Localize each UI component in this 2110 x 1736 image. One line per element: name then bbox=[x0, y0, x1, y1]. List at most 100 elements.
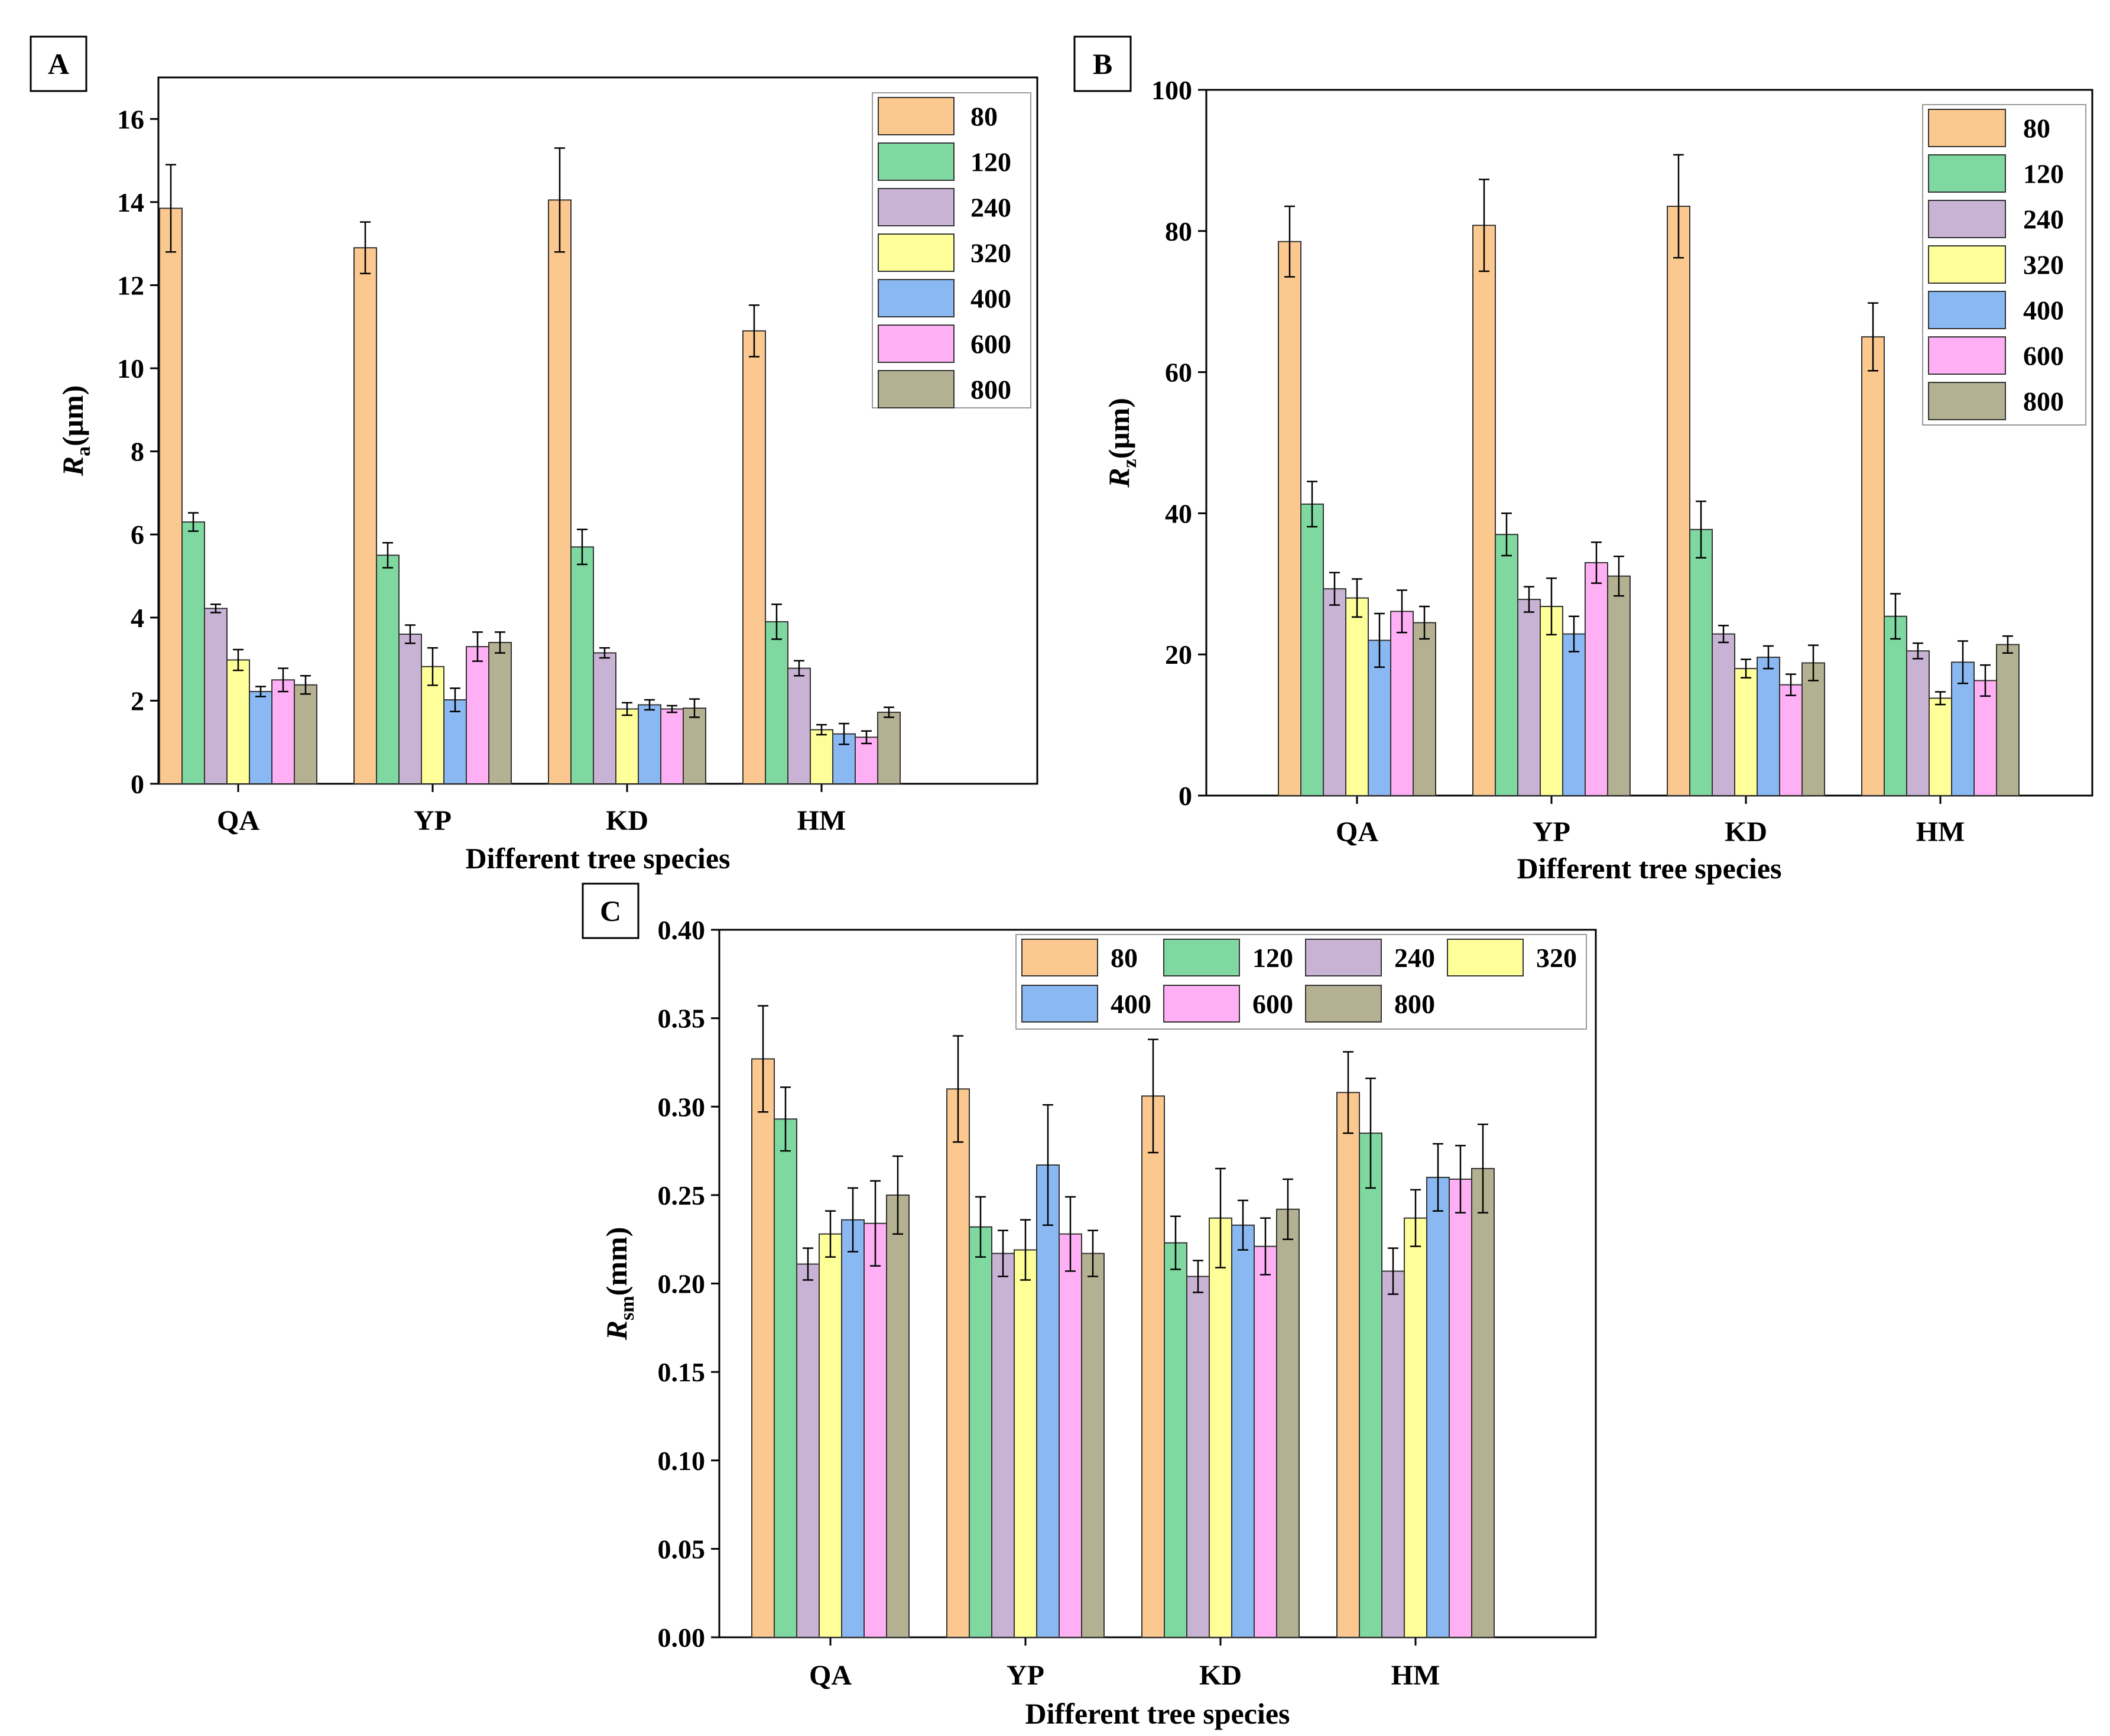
error-bar-qa-600 bbox=[278, 667, 288, 693]
bar-yp-120 bbox=[376, 554, 400, 784]
bar-hm-240 bbox=[1381, 1270, 1405, 1638]
legend-swatch bbox=[1447, 939, 1524, 976]
legend-label: 400 bbox=[2023, 296, 2064, 326]
error-bar-kd-320 bbox=[1741, 658, 1751, 679]
category-label: HM bbox=[1391, 1660, 1440, 1691]
legend-label: 240 bbox=[2023, 205, 2064, 235]
legend-label: 600 bbox=[2023, 341, 2064, 371]
legend-label: 120 bbox=[970, 147, 1011, 177]
error-bar-yp-600 bbox=[1591, 541, 1602, 584]
bar-kd-120 bbox=[1689, 528, 1713, 796]
legend-label: 240 bbox=[1394, 943, 1435, 973]
legend-swatch bbox=[1928, 109, 2006, 147]
error-bar-hm-240 bbox=[794, 660, 804, 677]
bar-yp-600 bbox=[1585, 562, 1608, 796]
error-bar-qa-800 bbox=[892, 1155, 903, 1235]
bar-yp-600 bbox=[1059, 1233, 1082, 1638]
legend-item-240: 240 bbox=[878, 188, 1011, 226]
error-bar-yp-400 bbox=[450, 687, 460, 712]
error-bar-kd-400 bbox=[1763, 645, 1774, 670]
bar-hm-80 bbox=[1336, 1092, 1360, 1638]
legend-item-800: 800 bbox=[1305, 985, 1435, 1023]
legend-item-600: 600 bbox=[1163, 985, 1293, 1023]
error-bar-qa-320 bbox=[233, 648, 244, 671]
legend-label: 120 bbox=[2023, 159, 2064, 189]
y-axis-title: Ra(μm) bbox=[56, 385, 95, 477]
y-tick-label: 100 bbox=[1151, 75, 1192, 105]
error-bar-hm-120 bbox=[1365, 1078, 1376, 1189]
y-tick-label: 0.00 bbox=[658, 1623, 706, 1653]
legend-label: 800 bbox=[970, 375, 1011, 405]
bar-hm-120 bbox=[1359, 1133, 1382, 1638]
bar-qa-240 bbox=[796, 1263, 820, 1638]
bar-qa-120 bbox=[181, 521, 205, 784]
bar-kd-600 bbox=[1254, 1245, 1277, 1638]
category-label: YP bbox=[1533, 816, 1570, 848]
y-tick-label: 0 bbox=[131, 769, 144, 799]
bar-hm-120 bbox=[765, 621, 788, 784]
legend-swatch bbox=[1928, 291, 2006, 329]
error-bar-qa-800 bbox=[300, 674, 311, 695]
bar-yp-400 bbox=[1036, 1164, 1060, 1638]
bar-kd-80 bbox=[1667, 206, 1690, 796]
y-axis-symbol: R bbox=[1102, 468, 1135, 488]
error-bar-qa-120 bbox=[1307, 481, 1317, 528]
y-tick-label: 0.05 bbox=[658, 1534, 706, 1564]
legend-swatch bbox=[878, 188, 955, 226]
bar-yp-400 bbox=[443, 699, 467, 784]
y-tick-label: 0.10 bbox=[658, 1446, 706, 1476]
bar-yp-80 bbox=[946, 1088, 970, 1638]
legend-swatch bbox=[1928, 336, 2006, 375]
legend-item-800: 800 bbox=[878, 370, 1011, 408]
legend-swatch bbox=[1928, 245, 2006, 284]
legend-swatch bbox=[878, 279, 955, 317]
error-bar-kd-320 bbox=[1215, 1167, 1226, 1268]
plot-frame bbox=[1205, 89, 2093, 797]
error-bar-kd-80 bbox=[554, 147, 565, 253]
error-bar-hm-120 bbox=[771, 603, 782, 640]
legend-item-320: 320 bbox=[1928, 245, 2064, 284]
error-bar-yp-800 bbox=[1614, 555, 1624, 597]
bar-yp-240 bbox=[991, 1252, 1015, 1638]
bar-qa-400 bbox=[841, 1219, 865, 1638]
category-label: QA bbox=[1336, 816, 1378, 848]
error-bar-yp-320 bbox=[427, 647, 438, 686]
error-bar-kd-240 bbox=[599, 647, 610, 659]
bar-hm-120 bbox=[1884, 615, 1907, 796]
legend-label: 320 bbox=[1536, 943, 1577, 973]
y-tick-label: 2 bbox=[131, 686, 144, 716]
error-bar-kd-240 bbox=[1193, 1260, 1203, 1293]
error-bar-hm-400 bbox=[1958, 640, 1968, 684]
legend-item-240: 240 bbox=[1928, 200, 2064, 238]
bar-qa-240 bbox=[204, 608, 228, 784]
error-bar-hm-600 bbox=[1455, 1144, 1466, 1214]
panel-label-box bbox=[1073, 35, 1132, 92]
y-tick-label: 16 bbox=[117, 104, 144, 134]
bar-kd-600 bbox=[1779, 684, 1803, 796]
legend-swatch bbox=[1021, 939, 1098, 976]
y-axis-subscript: sm bbox=[616, 1296, 638, 1320]
bar-yp-400 bbox=[1562, 633, 1586, 796]
category-label: KD bbox=[1725, 816, 1767, 848]
y-axis-unit: (mm) bbox=[600, 1227, 633, 1296]
legend-swatch bbox=[878, 370, 955, 408]
y-axis-title: Rsm(mm) bbox=[600, 1227, 638, 1341]
legend-label: 400 bbox=[970, 284, 1011, 314]
error-bar-hm-80 bbox=[749, 304, 759, 358]
bar-qa-80 bbox=[1278, 241, 1301, 796]
legend-swatch bbox=[1305, 939, 1382, 976]
bar-hm-320 bbox=[1929, 697, 1952, 797]
legend-label: 320 bbox=[970, 238, 1011, 268]
bar-qa-120 bbox=[1300, 503, 1324, 796]
y-tick-label: 0.15 bbox=[658, 1357, 706, 1387]
bar-kd-400 bbox=[1757, 656, 1780, 796]
y-axis-unit: (μm) bbox=[56, 385, 89, 446]
error-bar-qa-400 bbox=[1374, 612, 1385, 668]
legend-swatch bbox=[1928, 154, 2006, 193]
legend-item-120: 120 bbox=[878, 142, 1011, 181]
chart-panel-c: C 0.00 0.05 0.10 0.15 0.20 0.25 0.30 0.35 0.40 QA Y… bbox=[582, 882, 1597, 1730]
error-bar-yp-400 bbox=[1569, 615, 1579, 653]
error-bar-kd-600 bbox=[1260, 1217, 1271, 1276]
panel-label: A bbox=[48, 47, 69, 80]
legend-label: 80 bbox=[970, 102, 998, 132]
